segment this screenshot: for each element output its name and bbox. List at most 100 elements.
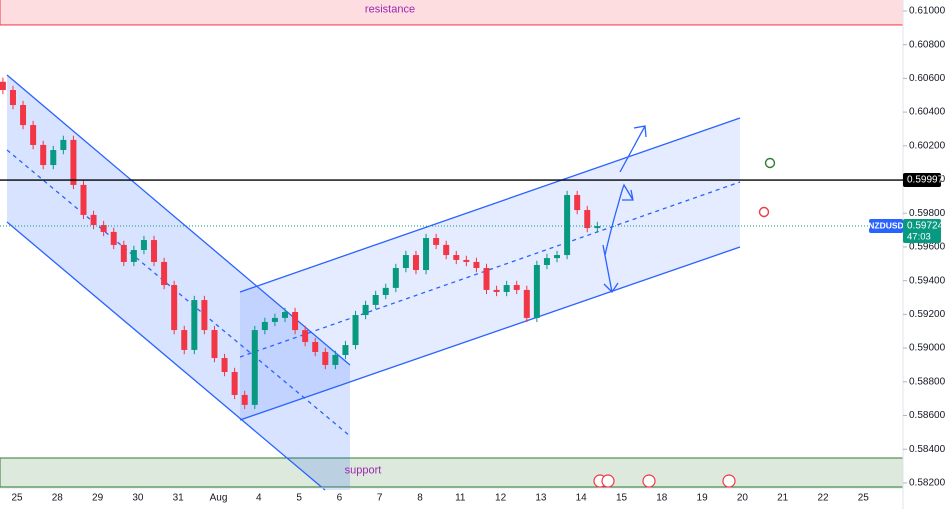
zone-label: resistance [365,3,415,15]
x-tick-label: 12 [495,493,507,504]
x-tick-label: 25 [858,493,870,504]
candle-body [543,258,550,265]
candle-body [140,240,147,250]
candle-body [574,195,581,211]
candle-body [40,144,47,166]
candle-body [332,355,339,365]
candle-body [302,330,309,343]
candle-body [584,210,591,229]
x-tick-label: 8 [417,493,423,504]
candle-body [221,358,228,373]
candle-body [533,264,540,318]
symbol-tag [869,219,903,234]
candle-body [70,139,77,185]
event-icon [601,474,615,488]
candle-body [151,240,158,262]
candle-body [0,81,6,91]
signal-green [764,157,776,169]
candle-body [120,244,127,262]
candle-body [241,394,248,405]
y-tick-label: 0.58200 [909,478,946,489]
candle-body [402,255,409,269]
candle-body [201,300,208,331]
candle-body [251,330,258,405]
level-tag-label: 0.59997 [907,175,944,186]
y-tick-label: 0.61000 [909,6,946,17]
candle-body [483,268,490,290]
candle-body [433,238,440,245]
x-tick-label: 14 [576,493,588,504]
y-tick-label: 0.59200 [909,309,946,320]
signal-red [758,206,770,218]
candle-body [594,226,601,229]
y-tick-label: 0.60200 [909,140,946,151]
drawings [6,74,741,491]
candle-body [80,184,87,215]
candle-body [493,289,500,292]
candle-body [211,330,218,359]
arrow-down [602,244,619,294]
candle-body [60,139,67,151]
x-tick-label: 11 [455,493,466,504]
candle-body [372,294,379,305]
candle-body [412,255,419,271]
candle-body [100,225,107,232]
y-tick-label: 0.59000 [909,343,946,354]
candle-body [342,345,349,356]
candle-body [20,105,27,126]
x-tick-label: 15 [616,493,628,504]
asc-channel-top [239,117,741,293]
x-tick-label: 13 [535,493,547,504]
candle-body [130,249,137,262]
candle-body [312,342,319,352]
event-icon [722,474,736,488]
candle-body [292,312,299,331]
level-tag [903,173,941,188]
arrow-zigzag [604,183,634,256]
desc-channel-mid [6,149,351,437]
candle-body [171,285,178,331]
candle-body [50,150,57,166]
desc-channel-fill [7,75,350,490]
y-tick-label: 0.59400 [909,275,946,286]
asc-channel-bottom [239,246,741,421]
x-tick-label: 25 [11,493,23,504]
arrow-up [619,125,647,173]
countdown-label: 47:03 [907,232,931,243]
symbol-tag-label: NZDUSD [868,220,903,230]
x-tick-label: 22 [817,493,829,504]
x-tick-label: Aug [210,493,228,504]
candle-body [352,315,359,346]
candle-body [554,255,561,259]
x-tick-label: 6 [337,493,343,504]
x-tick-label: 20 [737,493,749,504]
y-tick-label: 0.58400 [909,444,946,455]
zone [0,0,903,26]
candle-body [473,261,480,269]
candle-body [503,285,510,292]
x-tick-label: 29 [92,493,104,504]
candle-body [523,289,530,318]
candle-body [453,255,460,260]
candle-body [423,238,430,271]
x-tick-label: 21 [777,493,789,504]
x-tick-label: 31 [173,493,185,504]
candle-body [9,90,16,106]
candle-body [191,300,198,350]
asc-channel-mid [239,181,741,358]
event-icon [642,474,656,488]
candles [0,77,601,410]
y-tick-label: 0.60600 [909,73,946,84]
x-tick-label: 28 [52,493,64,504]
candle-body [271,317,278,322]
candle-body [161,261,168,286]
zones [0,0,903,488]
y-tick-label: 0.59800 [909,208,946,219]
x-tick-label: 30 [132,493,144,504]
x-tick-label: 18 [656,493,668,504]
candle-body [90,214,97,226]
last-price-tag [903,219,941,244]
event-icons [593,474,736,488]
y-tick-label: 0.58600 [909,410,946,421]
